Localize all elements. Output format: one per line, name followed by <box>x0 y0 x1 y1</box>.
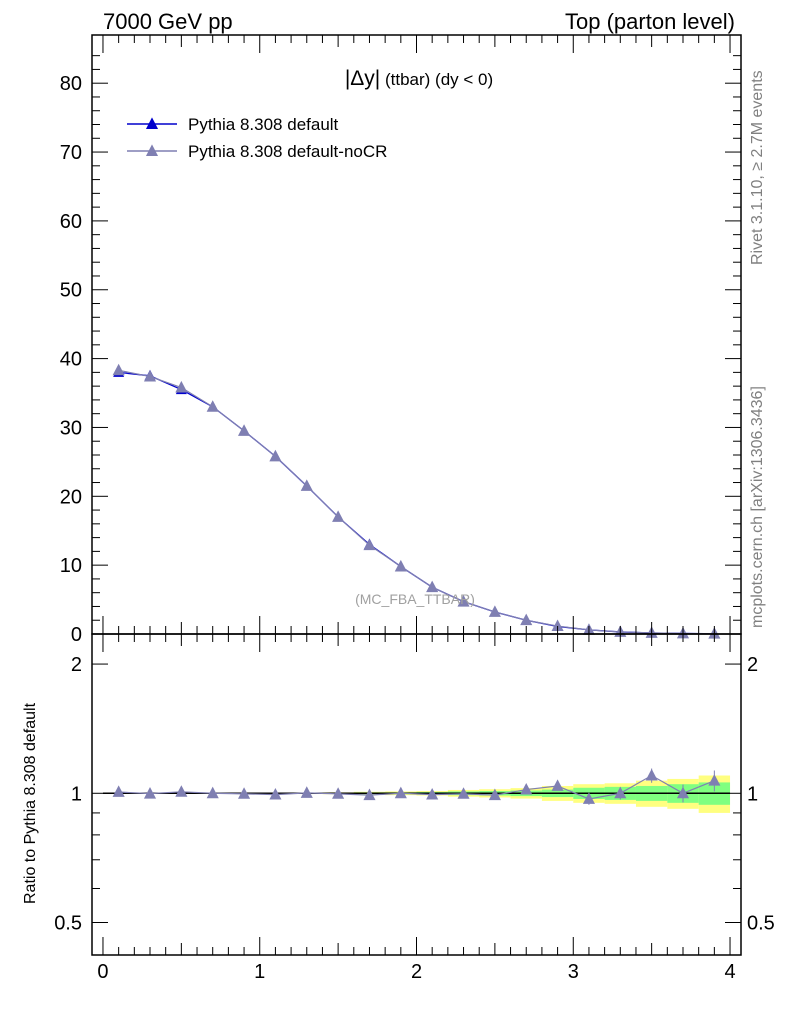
main-ytick-label: 60 <box>60 211 82 233</box>
plot-title: |Δy| (ttbar) (dy < 0) <box>345 67 493 90</box>
xtick-label: 0 <box>97 961 108 983</box>
point-nocr-1 <box>143 369 157 382</box>
point-nocr-5 <box>269 449 282 462</box>
main-ytick-label: 70 <box>60 142 82 164</box>
header-right: Top (parton level) <box>565 9 735 34</box>
point-nocr-6 <box>300 479 313 491</box>
ratio-point-13 <box>520 782 533 795</box>
ratio-point-19 <box>708 774 721 786</box>
xtick-label: 1 <box>254 961 265 983</box>
ratio-point-8 <box>363 788 376 801</box>
ratio-point-15 <box>582 792 595 804</box>
ratio-point-10 <box>426 787 439 800</box>
rivet-label: Rivet 3.1.10, ≥ 2.7M events <box>749 70 766 265</box>
point-nocr-7 <box>332 510 345 522</box>
xtick-label: 2 <box>411 961 422 983</box>
ratio-point-9 <box>394 786 407 799</box>
point-nocr-9 <box>394 559 407 572</box>
ratio-ytick-label-right: 1 <box>747 783 758 805</box>
legend-label-default: Pythia 8.308 default <box>188 115 339 134</box>
ratio-point-5 <box>269 787 282 800</box>
mcplots-label: mcplots.cern.ch [arXiv:1306.3436] <box>749 386 766 628</box>
xtick-label: 4 <box>724 961 735 983</box>
legend-marker-default <box>145 117 159 129</box>
ratio-ytick-label: 1 <box>71 783 82 805</box>
point-nocr-10 <box>426 580 439 593</box>
point-nocr-0 <box>112 363 125 376</box>
ratio-ytick-label: 2 <box>71 654 82 676</box>
ratio-ylabel: Ratio to Pythia 8.308 default <box>22 702 39 904</box>
main-ytick-label: 40 <box>60 349 82 371</box>
ratio-point-12 <box>488 788 501 801</box>
ratio-point-3 <box>206 786 219 799</box>
main-ytick-label: 80 <box>60 73 82 95</box>
ratio-point-4 <box>238 787 251 799</box>
plot-title-main: |Δy| <box>345 67 380 90</box>
ratio-point-16 <box>614 786 627 799</box>
ratio-ytick-label: 0.5 <box>54 912 82 934</box>
ratio-point-7 <box>332 787 345 799</box>
ratio-ytick-label-right: 2 <box>747 654 758 676</box>
point-nocr-12 <box>488 605 501 617</box>
ratio-point-2 <box>175 785 188 797</box>
ratio-ytick-label-right: 0.5 <box>747 912 775 934</box>
ratio-point-1 <box>143 787 157 799</box>
header-left: 7000 GeV pp <box>103 9 233 34</box>
main-ytick-label: 20 <box>60 486 82 508</box>
ratio-point-11 <box>457 787 470 799</box>
point-nocr-8 <box>363 538 376 551</box>
ratio-panel: 0.5 0.5 1 1 2 2 0 1 2 3 4 Ratio to Pythia 8.308 def… <box>22 633 775 983</box>
ratio-point-18 <box>676 786 690 799</box>
main-ytick-label: 10 <box>60 555 82 577</box>
ratio-point-6 <box>300 786 313 798</box>
point-nocr-2 <box>175 380 188 393</box>
plot-title-suffix: (ttbar) (dy < 0) <box>380 70 493 89</box>
analysis-tag: (MC_FBA_TTBAR) <box>355 591 475 607</box>
main-ytick-label: 30 <box>60 417 82 439</box>
point-nocr-11 <box>457 595 470 607</box>
main-ytick-label: 50 <box>60 280 82 302</box>
main-panel: 0 10 20 30 40 50 60 70 80 Pythia 8.308 default Pyt… <box>60 34 742 646</box>
ratio-point-17 <box>645 768 658 781</box>
main-ytick-label: 0 <box>71 624 82 646</box>
point-nocr-4 <box>238 424 251 436</box>
point-nocr-3 <box>206 400 219 412</box>
ratio-series-line <box>118 774 715 800</box>
legend-label-nocr: Pythia 8.308 default-noCR <box>188 142 387 161</box>
ratio-point-14 <box>551 779 564 791</box>
ratio-point-0 <box>112 785 125 797</box>
legend-marker-nocr <box>145 144 159 156</box>
xtick-label: 3 <box>568 961 579 983</box>
point-nocr-13 <box>520 613 533 626</box>
point-nocr-14 <box>551 619 564 632</box>
